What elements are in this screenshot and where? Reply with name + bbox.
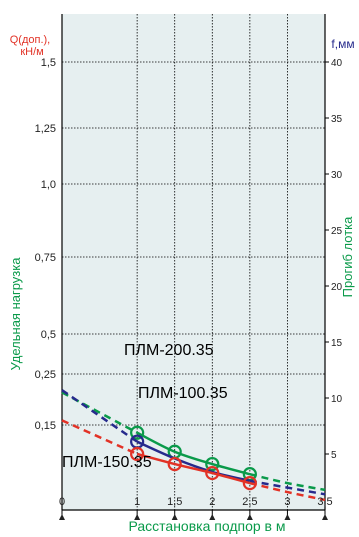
x-tick-marker (171, 514, 178, 520)
y-right-title: Прогиб лотка (340, 216, 355, 297)
x-tick-marker (134, 514, 141, 520)
series-layer (61, 389, 326, 502)
series-label: ПЛМ-100.35 (138, 385, 228, 402)
x-tick-label: 2,5 (242, 496, 257, 508)
y-left-tick-label: 0,5 (41, 329, 56, 341)
series-line-dashed (249, 479, 326, 496)
x-tick-marker (209, 514, 216, 520)
y-right-tick-label: 30 (331, 170, 343, 181)
series-ПЛМ-150.35 (61, 419, 326, 502)
x-tick-label: 3,5 (317, 496, 332, 508)
series-label: ПЛМ-150.35 (62, 454, 152, 471)
plot-area (62, 14, 325, 510)
x-tick-label: 1,5 (167, 496, 182, 508)
y-right-unit-label: f,мм (331, 37, 354, 51)
series-line-dashed (249, 472, 326, 492)
series-line (136, 452, 251, 485)
series-line (136, 440, 251, 483)
data-point-marker (130, 446, 145, 462)
series-line-dashed (61, 391, 138, 434)
data-point-marker (205, 465, 220, 481)
y-right-tick-label: 10 (331, 394, 343, 405)
y-right-tick-label: 35 (331, 114, 343, 125)
y-left-tick-label: 1,5 (41, 57, 56, 69)
grid (62, 14, 325, 510)
data-point-marker (242, 476, 257, 491)
data-point-marker (167, 456, 182, 472)
axes (59, 14, 329, 520)
data-point-marker (205, 456, 220, 472)
y-right-tick-label: 25 (331, 226, 343, 237)
x-tick-label: 0 (59, 496, 65, 508)
x-tick-marker (322, 514, 328, 520)
series-ПЛМ-200.35 (61, 391, 326, 492)
y-right-tick-label: 15 (331, 338, 343, 349)
y-left-tick-label: 1,0 (41, 179, 56, 191)
y-left-title: Удельная нагрузка (8, 257, 23, 371)
y-left-tick-label: 1,25 (35, 123, 56, 135)
y-right-tick-label: 40 (331, 58, 343, 69)
x-tick-label: 2 (209, 496, 215, 508)
data-point-marker (130, 425, 145, 440)
y-right-tick-label: 20 (331, 282, 343, 293)
series-line (136, 431, 251, 476)
series-line-dashed (249, 481, 326, 502)
y-left-unit-label-2: кН/м (20, 46, 43, 58)
x-axis-title: Расстановка подпор в м (129, 518, 286, 534)
x-tick-label: 3 (284, 496, 290, 508)
series-label: ПЛМ-200.35 (124, 342, 214, 359)
y-left-tick-label: 0,75 (35, 252, 56, 264)
x-tick-marker (59, 514, 65, 520)
y-left-tick-label: 0,15 (35, 420, 56, 432)
labels-layer: 0,150,250,50,751,01,251,5510152025303540… (35, 57, 343, 508)
y-right-tick-label: 5 (331, 450, 337, 461)
x-tick-label: 1 (134, 496, 140, 508)
y-left-unit-label-1: Q(доп.), (10, 34, 51, 46)
x-tick-marker (246, 514, 253, 520)
y-left-tick-label: 0,25 (35, 369, 56, 381)
x-tick-marker (284, 514, 291, 520)
